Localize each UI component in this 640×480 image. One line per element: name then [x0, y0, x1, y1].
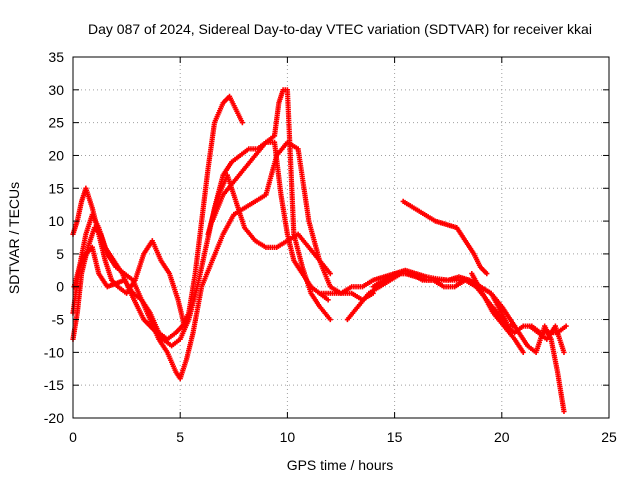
chart-title: Day 087 of 2024, Sidereal Day-to-day VTE…: [88, 21, 592, 37]
data-point: [563, 323, 569, 329]
data-point: [239, 120, 245, 126]
series-track-12: [527, 323, 567, 355]
x-tick-label: 15: [387, 429, 403, 445]
data-point: [561, 408, 567, 415]
data-point: [325, 297, 331, 303]
y-tick-label: -15: [44, 377, 64, 393]
y-tick-label: -10: [44, 344, 64, 360]
data-point: [484, 271, 490, 277]
axis-ticks: 0 5 10 15 20 25 -20 -15 -10 -5 0 5 10 15 20 25 30 35: [44, 49, 617, 445]
series-track-6: [205, 172, 333, 277]
grid-lines: [73, 57, 609, 418]
series-track-9: [400, 198, 490, 277]
y-tick-label: 20: [48, 147, 64, 163]
data-points: [70, 87, 569, 415]
y-tick-label: -20: [44, 410, 64, 426]
plot-border: [72, 56, 610, 419]
y-tick-label: 5: [56, 246, 64, 262]
x-tick-label: 0: [69, 429, 77, 445]
data-point: [327, 271, 333, 277]
series-track-11: [469, 271, 526, 355]
data-point: [561, 349, 567, 355]
x-tick-label: 10: [280, 429, 296, 445]
series-track-4: [70, 87, 333, 349]
x-axis-label: GPS time / hours: [287, 457, 394, 473]
y-tick-label: 0: [56, 279, 64, 295]
y-tick-label: -5: [52, 312, 65, 328]
y-axis-label: SDTVAR / TECUs: [6, 182, 22, 294]
y-tick-label: 10: [48, 213, 64, 229]
data-point: [520, 349, 526, 355]
y-tick-label: 15: [48, 180, 64, 196]
x-tick-label: 25: [601, 429, 617, 445]
y-tick-label: 35: [48, 49, 64, 65]
x-tick-label: 5: [176, 429, 184, 445]
y-tick-label: 25: [48, 115, 64, 131]
data-point: [327, 316, 333, 323]
x-tick-label: 20: [494, 429, 510, 445]
y-tick-label: 30: [48, 82, 64, 98]
series-track-3: [70, 139, 376, 382]
